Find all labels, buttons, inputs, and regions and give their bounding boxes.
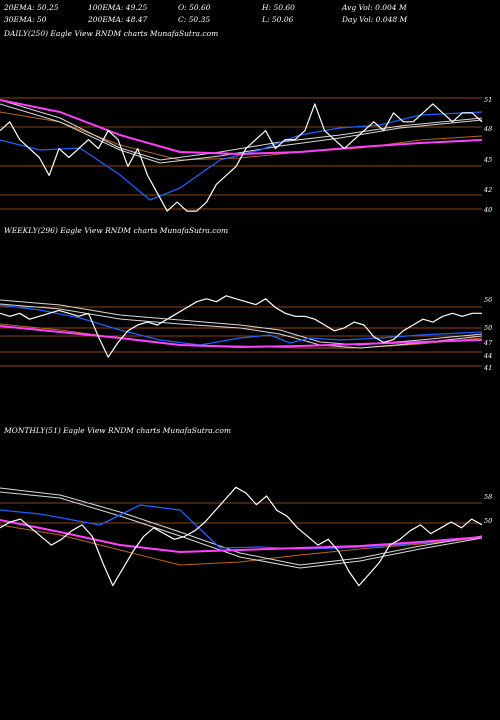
weekly-price-line — [0, 295, 482, 358]
weekly-panel-title: WEEKLY(296) Eagle View RNDM charts Munaf… — [4, 226, 229, 235]
monthly-ema-line-1 — [0, 487, 483, 566]
monthly-ema-line-2 — [0, 491, 483, 569]
daily-price-line — [0, 103, 483, 212]
monthly-panel-title: MONTHLY(51) Eagle View RNDM charts Munaf… — [4, 426, 231, 435]
weekly-ema-line-2 — [0, 303, 483, 349]
day-vol-readout: Day Vol: 0.048 M — [342, 15, 408, 24]
monthly-ema-line-0 — [0, 524, 483, 566]
weekly-level-label: 56 — [484, 296, 492, 304]
weekly-level-label: 44 — [483, 352, 492, 360]
weekly-level-label: 41 — [483, 364, 492, 372]
ema200-readout: 200EMA: 48.47 — [88, 15, 148, 24]
weekly-ema-line-3 — [0, 304, 483, 346]
monthly-ema-line-3 — [0, 504, 483, 550]
weekly-level-label: 50 — [484, 324, 492, 332]
daily-level-label: 40 — [483, 206, 492, 214]
daily-level-label: 45 — [483, 156, 492, 164]
ema100-readout: 100EMA: 49.25 — [88, 3, 148, 12]
daily-level-label: 42 — [483, 186, 492, 194]
daily-ema-line-0 — [0, 111, 483, 161]
daily-ema-line-4 — [0, 99, 483, 155]
monthly-level-label: 58 — [484, 493, 492, 501]
open-readout: O: 50.60 — [178, 3, 211, 12]
ema30-readout: 30EMA: 50 — [4, 15, 47, 24]
daily-ema-line-2 — [0, 103, 483, 164]
weekly-ema-line-4 — [0, 325, 483, 348]
monthly-level-label: 50 — [484, 517, 492, 525]
monthly-price-line — [0, 486, 483, 587]
daily-level-label: 51 — [484, 96, 492, 104]
weekly-level-label: 47 — [483, 339, 493, 347]
daily-panel-title: DAILY(250) Eagle View RNDM charts Munafa… — [4, 29, 219, 38]
avg-vol-readout: Avg Vol: 0.004 M — [342, 3, 407, 12]
daily-ema-line-1 — [0, 99, 483, 161]
daily-level-label: 48 — [483, 125, 492, 133]
monthly-ema-line-4 — [0, 519, 483, 553]
high-readout: H: 50.60 — [262, 3, 295, 12]
close-readout: C: 50.35 — [178, 15, 211, 24]
low-readout: L: 50.06 — [262, 15, 294, 24]
ema20-readout: 20EMA: 50.25 — [4, 3, 59, 12]
